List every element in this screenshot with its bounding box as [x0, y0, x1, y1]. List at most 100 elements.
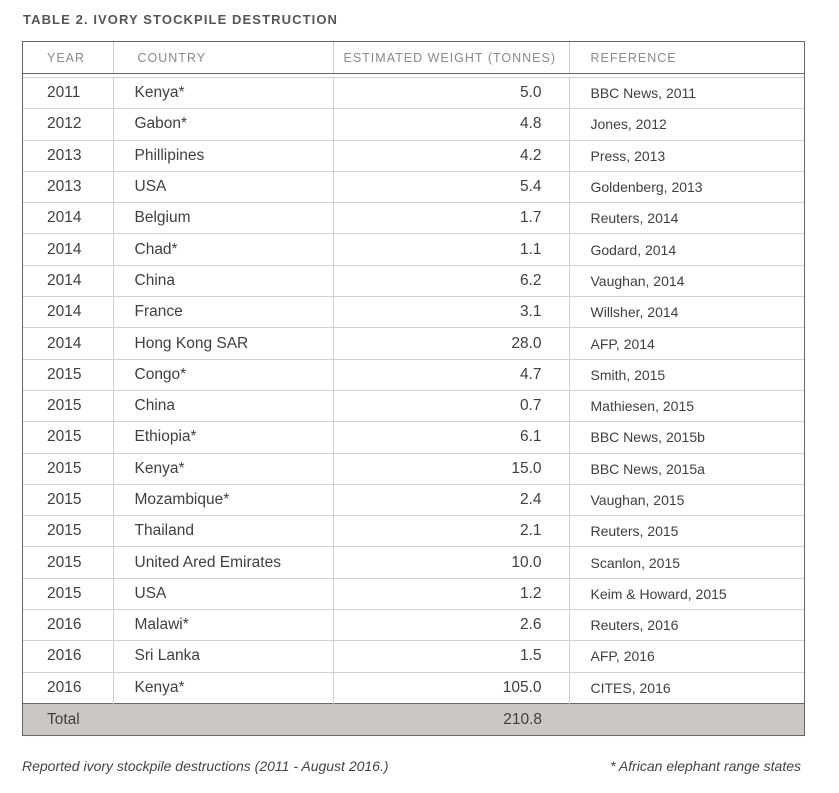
table-caption: Reported ivory stockpile destructions (2…: [22, 758, 389, 774]
total-row: Total 210.8: [23, 702, 804, 736]
year-cell: 2015: [23, 483, 114, 516]
year-cell: 2015: [23, 389, 114, 422]
year-cell: 2014: [23, 296, 114, 328]
year-cell: 2012: [23, 108, 114, 141]
reference-cell: Vaughan, 2015: [569, 483, 804, 516]
reference-cell: Jones, 2012: [569, 108, 804, 141]
table-row: 2013 USA 5.4 Goldenberg, 2013: [23, 170, 804, 203]
country-cell: USA: [113, 170, 334, 203]
weight-cell: 2.1: [333, 515, 570, 547]
weight-cell: 5.4: [333, 170, 570, 203]
weight-cell: 28.0: [333, 327, 570, 360]
year-cell: 2015: [23, 452, 114, 485]
table-row: 2014 Hong Kong SAR 28.0 AFP, 2014: [23, 327, 804, 360]
weight-cell: 1.2: [333, 577, 570, 610]
year-cell: 2015: [23, 515, 114, 547]
reference-cell: Keim & Howard, 2015: [569, 577, 804, 610]
table-row: 2015 United Ared Emirates 10.0 Scanlon, 201…: [23, 546, 804, 579]
table-footnote: * African elephant range states: [610, 758, 801, 774]
table-row: 2013 Phillipines 4.2 Press, 2013: [23, 139, 804, 172]
country-cell: Malawi*: [113, 609, 334, 641]
weight-cell: 1.1: [333, 233, 570, 266]
country-cell: Kenya*: [113, 671, 334, 704]
column-header-year: YEAR: [23, 42, 114, 74]
year-cell: 2016: [23, 640, 114, 673]
country-cell: China: [113, 389, 334, 422]
year-cell: 2014: [23, 264, 114, 297]
weight-cell: 0.7: [333, 389, 570, 422]
year-cell: 2016: [23, 671, 114, 704]
country-cell: Gabon*: [113, 108, 334, 141]
table-row: 2011 Kenya* 5.0 BBC News, 2011: [23, 76, 804, 109]
year-cell: 2015: [23, 577, 114, 610]
total-label: Total: [23, 702, 113, 736]
table-row: 2014 China 6.2 Vaughan, 2014: [23, 264, 804, 297]
table-row: 2014 France 3.1 Willsher, 2014: [23, 296, 804, 328]
year-cell: 2014: [23, 327, 114, 360]
weight-cell: 5.0: [333, 76, 570, 109]
reference-cell: CITES, 2016: [569, 671, 804, 704]
weight-cell: 105.0: [333, 671, 570, 704]
weight-cell: 1.7: [333, 202, 570, 234]
table-row: 2015 Thailand 2.1 Reuters, 2015: [23, 515, 804, 547]
country-cell: France: [113, 296, 334, 328]
weight-cell: 4.2: [333, 139, 570, 172]
reference-cell: Reuters, 2014: [569, 202, 804, 234]
weight-cell: 4.7: [333, 358, 570, 391]
table-row: 2016 Sri Lanka 1.5 AFP, 2016: [23, 640, 804, 673]
country-cell: USA: [113, 577, 334, 610]
reference-cell: BBC News, 2011: [569, 76, 804, 109]
reference-cell: Scanlon, 2015: [569, 546, 804, 579]
ivory-destruction-table: YEAR COUNTRY ESTIMATED WEIGHT (TONNES) R…: [22, 41, 805, 737]
table-row: 2015 USA 1.2 Keim & Howard, 2015: [23, 577, 804, 610]
reference-cell: Press, 2013: [569, 139, 804, 172]
country-cell: China: [113, 264, 334, 297]
year-cell: 2015: [23, 358, 114, 391]
country-cell: Sri Lanka: [113, 640, 334, 673]
table-row: 2015 Congo* 4.7 Smith, 2015: [23, 358, 804, 391]
country-cell: Mozambique*: [113, 483, 334, 516]
weight-cell: 6.1: [333, 421, 570, 454]
weight-cell: 1.5: [333, 640, 570, 673]
column-header-weight: ESTIMATED WEIGHT (TONNES): [333, 42, 570, 74]
reference-cell: Reuters, 2016: [569, 609, 804, 641]
table-row: 2016 Kenya* 105.0 CITES, 2016: [23, 671, 804, 704]
year-cell: 2015: [23, 546, 114, 579]
year-cell: 2014: [23, 202, 114, 234]
year-cell: 2011: [23, 76, 114, 109]
table-row: 2015 Kenya* 15.0 BBC News, 2015a: [23, 452, 804, 485]
country-cell: Chad*: [113, 233, 334, 266]
weight-cell: 2.4: [333, 483, 570, 516]
country-cell: Belgium: [113, 202, 334, 234]
reference-cell: Mathiesen, 2015: [569, 389, 804, 422]
reference-cell: AFP, 2014: [569, 327, 804, 360]
total-empty-cell: [113, 702, 333, 736]
reference-cell: Reuters, 2015: [569, 515, 804, 547]
reference-cell: Vaughan, 2014: [569, 264, 804, 297]
table-row: 2015 China 0.7 Mathiesen, 2015: [23, 389, 804, 422]
year-cell: 2013: [23, 139, 114, 172]
country-cell: Kenya*: [113, 452, 334, 485]
total-empty-cell: [569, 702, 804, 736]
year-cell: 2016: [23, 609, 114, 641]
reference-cell: Godard, 2014: [569, 233, 804, 266]
table-row: 2015 Ethiopia* 6.1 BBC News, 2015b: [23, 421, 804, 454]
table-body: 2011 Kenya* 5.0 BBC News, 2011 2012 Gabon* 4.8…: [23, 74, 804, 704]
column-header-reference: REFERENCE: [569, 42, 804, 74]
table-row: 2014 Chad* 1.1 Godard, 2014: [23, 233, 804, 266]
reference-cell: Smith, 2015: [569, 358, 804, 391]
table-row: 2015 Mozambique* 2.4 Vaughan, 2015: [23, 483, 804, 516]
total-weight: 210.8: [333, 702, 569, 736]
country-cell: Thailand: [113, 515, 334, 547]
table-row: 2012 Gabon* 4.8 Jones, 2012: [23, 108, 804, 141]
weight-cell: 4.8: [333, 108, 570, 141]
reference-cell: BBC News, 2015a: [569, 452, 804, 485]
reference-cell: Willsher, 2014: [569, 296, 804, 328]
country-cell: Kenya*: [113, 76, 334, 109]
reference-cell: BBC News, 2015b: [569, 421, 804, 454]
table-row: 2014 Belgium 1.7 Reuters, 2014: [23, 202, 804, 234]
country-cell: United Ared Emirates: [113, 546, 334, 579]
weight-cell: 2.6: [333, 609, 570, 641]
table-title: TABLE 2. IVORY STOCKPILE DESTRUCTION: [23, 12, 339, 27]
reference-cell: Goldenberg, 2013: [569, 170, 804, 203]
